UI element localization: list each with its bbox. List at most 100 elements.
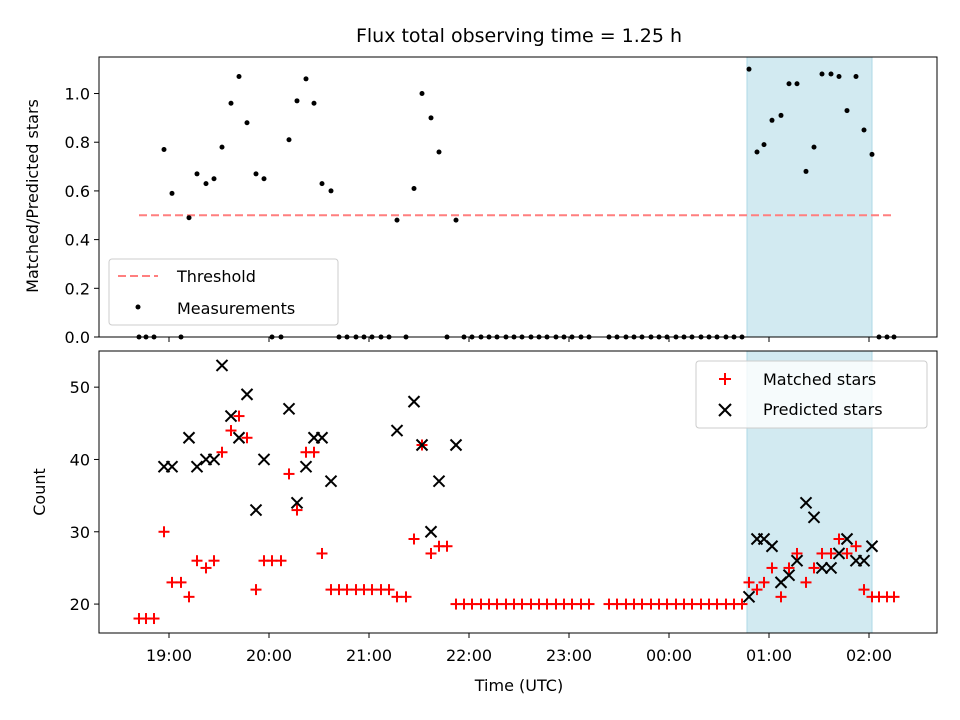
- predicted-star-marker: [190, 460, 204, 473]
- predicted-star-marker: [240, 388, 254, 401]
- matched-star-marker: [233, 410, 245, 422]
- predicted-star-marker: [807, 511, 821, 524]
- measurement-point: [394, 217, 400, 223]
- legend-threshold-label: Threshold: [176, 267, 256, 286]
- matched-star-marker: [736, 598, 748, 610]
- x-tick-label: 22:00: [446, 646, 492, 665]
- y-tick-label: 50: [70, 378, 90, 397]
- matched-star-marker: [241, 432, 253, 444]
- predicted-star-marker: [857, 554, 871, 567]
- x-tick-label: 19:00: [146, 646, 192, 665]
- measurement-point: [194, 171, 200, 177]
- measurement-point: [236, 73, 242, 79]
- legend-measurements-swatch: [135, 304, 141, 310]
- top-highlight-span: [746, 56, 873, 338]
- predicted-star-marker: [249, 503, 263, 517]
- predicted-star-marker: [765, 540, 779, 553]
- measurement-point: [311, 100, 317, 106]
- matched-star-marker: [383, 584, 395, 596]
- matched-star-marker: [775, 591, 787, 603]
- legend-predicted-swatch: [718, 403, 732, 417]
- bottom-y-axis-label: Count: [30, 468, 49, 516]
- predicted-star-marker: [407, 395, 421, 408]
- measurement-point: [411, 185, 417, 191]
- measurement-point: [203, 181, 209, 187]
- matched-star-marker: [825, 547, 837, 559]
- measurement-point: [828, 71, 834, 77]
- y-tick-label: 0.2: [65, 279, 90, 298]
- predicted-star-markers: [157, 359, 879, 604]
- matched-star-markers: [133, 410, 900, 625]
- matched-star-marker: [291, 504, 303, 516]
- matched-star-marker: [316, 547, 328, 559]
- measurement-point: [428, 115, 434, 121]
- predicted-star-marker: [815, 561, 829, 575]
- measurement-point: [746, 66, 752, 72]
- matched-star-marker: [858, 584, 870, 596]
- measurement-point: [794, 81, 800, 87]
- measurement-point: [253, 171, 259, 177]
- measurement-point: [778, 112, 784, 118]
- predicted-star-marker: [782, 568, 796, 582]
- legend-measurements-label: Measurements: [177, 299, 295, 318]
- measurement-point: [419, 91, 425, 97]
- matched-star-marker: [783, 562, 795, 574]
- measurement-point: [769, 117, 775, 123]
- measurement-point: [328, 188, 334, 194]
- measurement-point: [294, 98, 300, 104]
- predicted-star-marker: [840, 532, 854, 546]
- matched-star-marker: [808, 562, 820, 574]
- matched-star-marker: [158, 526, 170, 538]
- top-panel: 0.0 0.2 0.4 0.6 0.8 1.0 Threshold Measurement…: [65, 56, 938, 347]
- matched-star-marker: [583, 598, 595, 610]
- matched-star-marker: [888, 591, 900, 603]
- predicted-star-marker: [424, 525, 438, 538]
- predicted-star-marker: [232, 431, 246, 444]
- measurement-point: [169, 190, 175, 196]
- y-tick-label: 40: [70, 450, 90, 469]
- top-legend-box: [108, 258, 339, 326]
- top-y-axis-label: Matched/Predicted stars: [23, 99, 42, 293]
- y-tick-label: 30: [70, 523, 90, 542]
- top-plot-frame: [98, 56, 938, 338]
- matched-star-marker: [191, 555, 203, 567]
- bottom-y-ticks: 20 30 40 50: [70, 378, 99, 614]
- matched-star-marker: [758, 576, 770, 588]
- measurement-point: [853, 73, 859, 79]
- x-tick-label: 00:00: [646, 646, 692, 665]
- bottom-legend: Matched stars Predicted stars: [695, 360, 928, 429]
- legend-predicted-label: Predicted stars: [763, 400, 883, 419]
- measurement-point: [286, 137, 292, 143]
- measurement-point: [844, 108, 850, 114]
- matched-star-marker: [850, 540, 862, 552]
- predicted-star-marker: [290, 496, 304, 510]
- y-tick-label: 0.8: [65, 133, 90, 152]
- predicted-star-marker: [449, 438, 463, 452]
- matched-star-marker: [800, 576, 812, 588]
- top-y-ticks: 0.0 0.2 0.4 0.6 0.8 1.0: [65, 85, 99, 347]
- matched-star-marker: [425, 547, 437, 559]
- x-tick-label: 20:00: [246, 646, 292, 665]
- measurement-point: [803, 168, 809, 174]
- measurement-point: [244, 120, 250, 126]
- x-tick-label: 23:00: [546, 646, 592, 665]
- predicted-star-marker: [415, 438, 429, 452]
- predicted-star-marker: [299, 460, 313, 473]
- matched-star-marker: [216, 446, 228, 458]
- matched-star-marker: [175, 576, 187, 588]
- predicted-star-marker: [257, 453, 271, 466]
- measurement-point: [761, 142, 767, 148]
- predicted-star-marker: [215, 359, 229, 372]
- y-tick-label: 0.4: [65, 231, 90, 250]
- top-legend: Threshold Measurements: [108, 258, 339, 326]
- matched-star-marker: [766, 562, 778, 574]
- measurement-point: [453, 217, 459, 223]
- measurement-point: [836, 73, 842, 79]
- x-tick-label: 02:00: [846, 646, 892, 665]
- matched-star-marker: [833, 533, 845, 545]
- predicted-star-marker: [865, 540, 879, 553]
- chart-title: Flux total observing time = 1.25 h: [356, 25, 682, 47]
- x-tick-label: 01:00: [746, 646, 792, 665]
- x-tick-label: 21:00: [346, 646, 392, 665]
